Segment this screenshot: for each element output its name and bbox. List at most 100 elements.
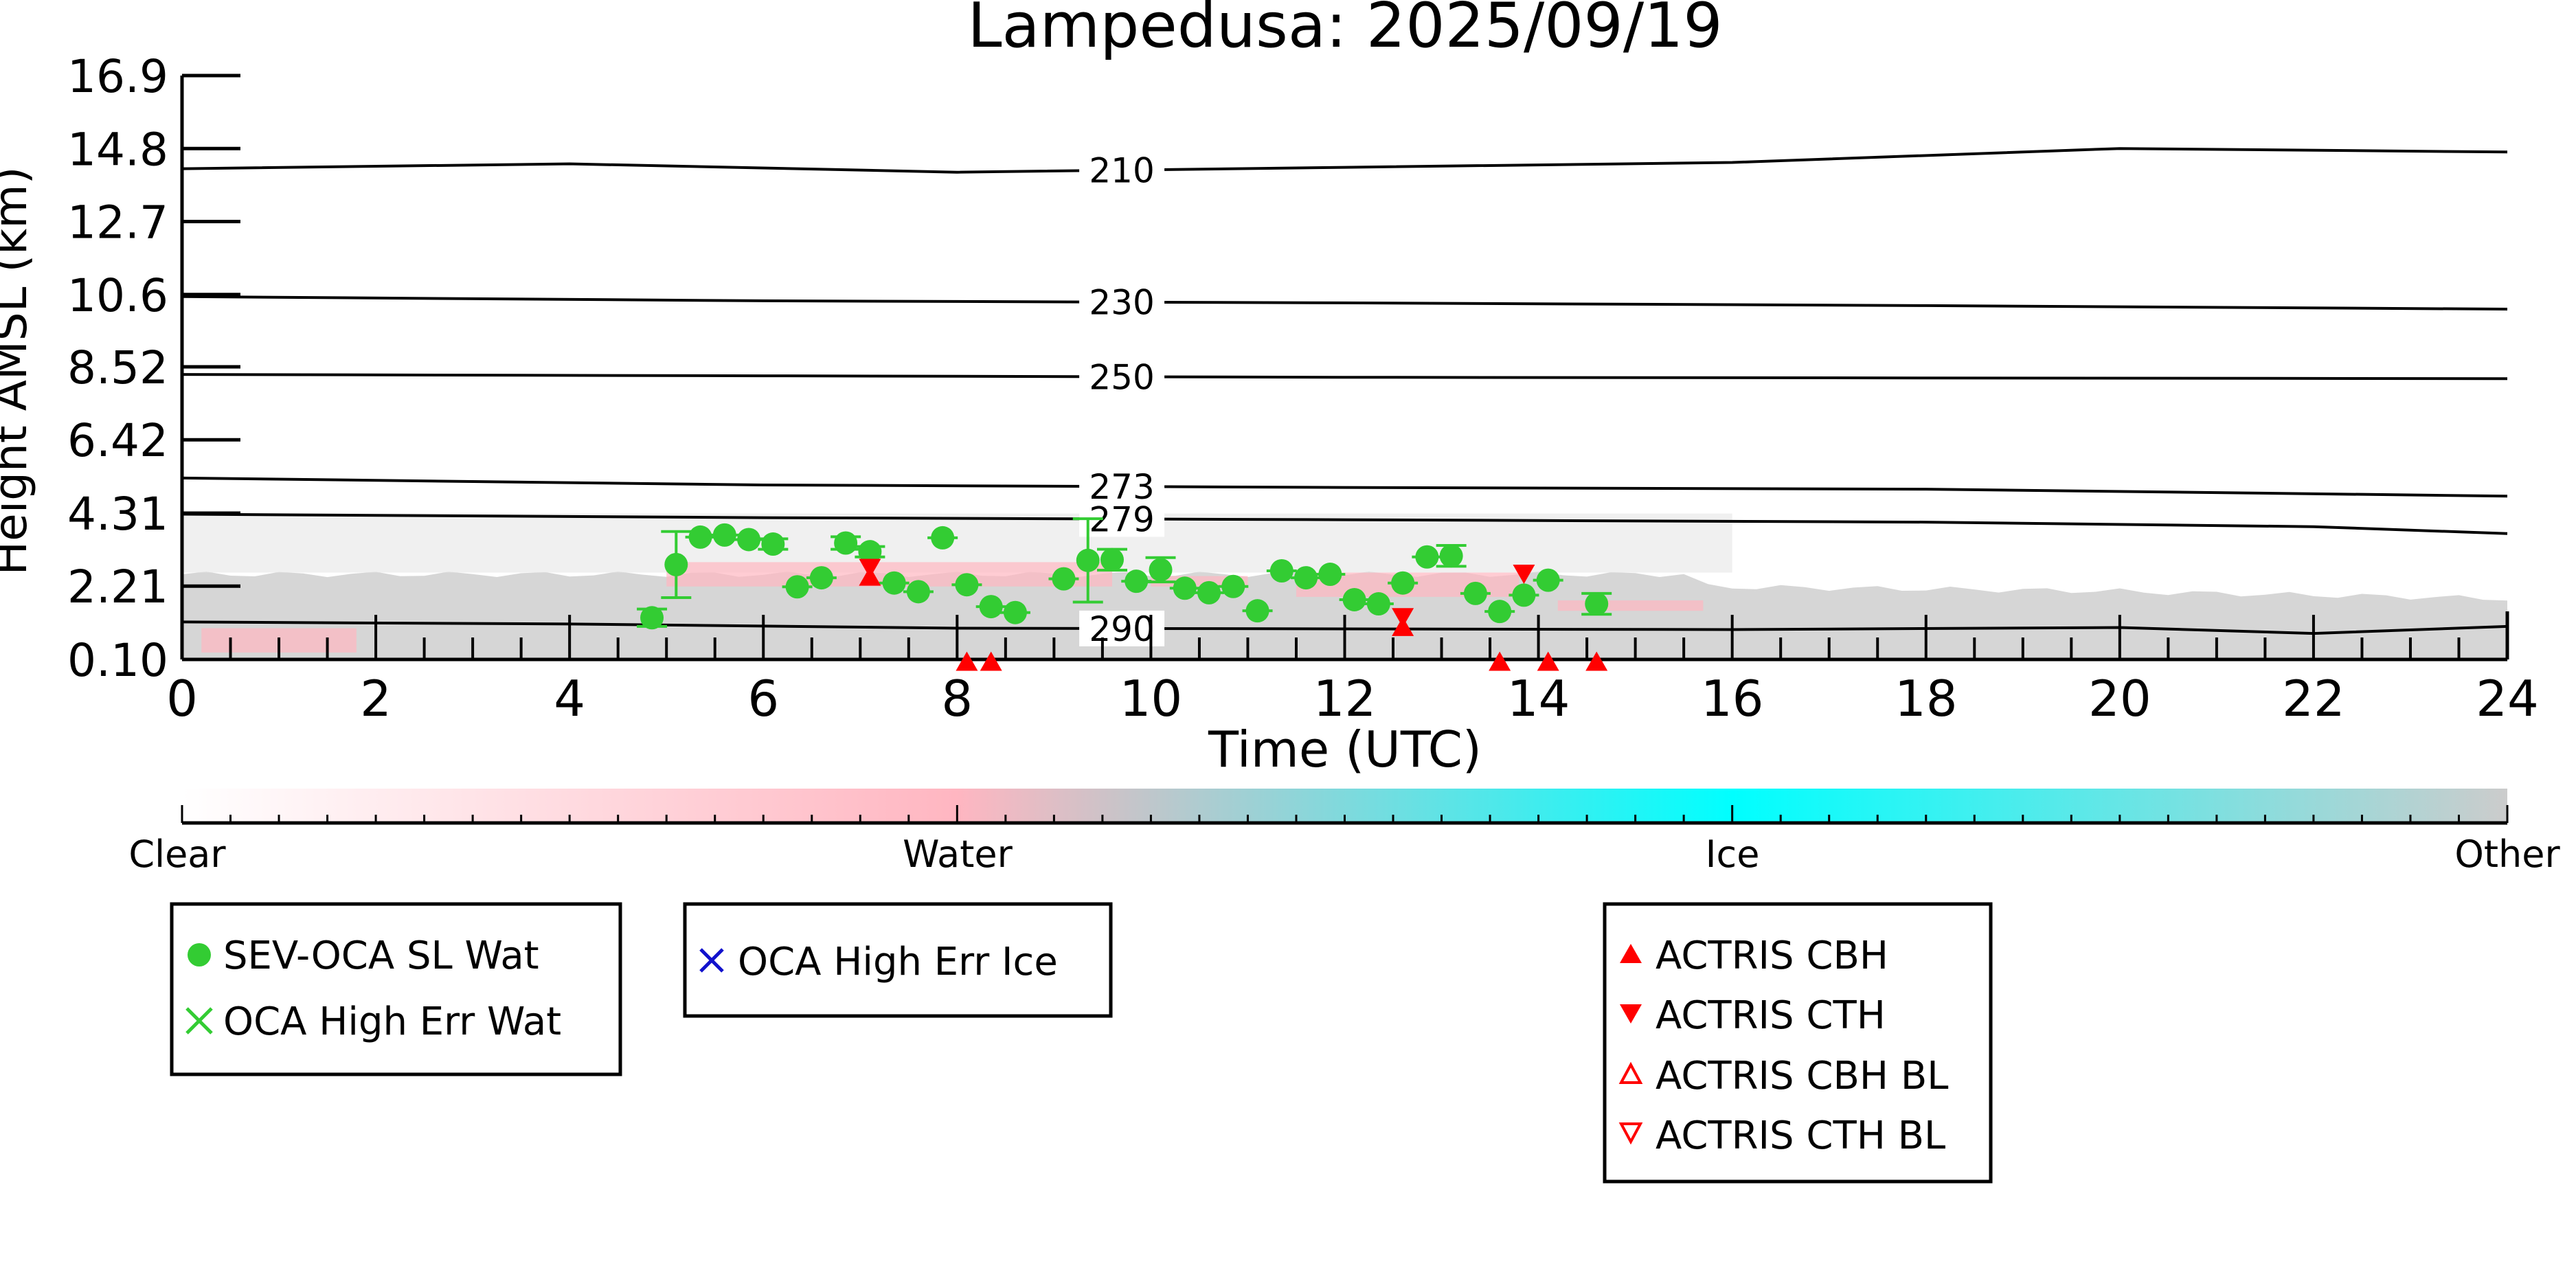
legend-label-actris-cbh: ACTRIS CBH [1656,934,1888,978]
point-sev-oca [858,540,882,564]
x-tick-label: 14 [1507,670,1570,727]
contour-273 [181,476,2508,498]
point-sev-oca [1439,544,1463,568]
point-sev-oca [1318,563,1342,587]
x-tick-label: 24 [2476,670,2539,727]
x-tick-label: 6 [747,670,779,727]
point-actris-cbh [956,651,978,671]
point-sev-oca [809,566,833,590]
legend-marker-sev-oca [188,943,211,967]
point-actris-cbh [1537,651,1559,671]
point-sev-oca [931,526,955,550]
x-tick-label: 0 [166,670,198,727]
y-tick-label: 0.10 [67,634,168,687]
data-markers [637,517,1612,671]
y-tick-label: 14.8 [67,123,168,176]
point-sev-oca [834,531,858,555]
colorbar-label-water: Water [903,833,1013,876]
point-sev-oca [712,523,736,547]
y-tick-label: 10.6 [67,269,168,322]
legend-label-oca-high-err-ice: OCA High Err Ice [738,940,1058,984]
y-tick-label: 8.52 [67,341,168,394]
point-sev-oca [1391,571,1415,595]
point-sev-oca [955,573,979,597]
cloud-mask-water-4 [1557,600,1704,611]
point-sev-oca [1463,581,1487,605]
legend-ice: OCA High Err Ice [683,902,1113,1018]
legend-marker-actris-cbh-bl [1618,1061,1643,1084]
x-tick-label: 22 [2282,670,2345,727]
point-sev-oca [761,532,785,556]
point-actris-cth [1392,608,1414,628]
point-sev-oca [1294,566,1318,590]
point-actris-cbh [1585,651,1608,671]
point-sev-oca [1415,545,1439,569]
point-actris-cth [859,558,881,578]
legend-label-actris-cbh-bl: ACTRIS CBH BL [1656,1054,1948,1098]
point-sev-oca [1173,576,1197,600]
chart-title: Lampedusa: 2025/09/19 [967,0,1722,62]
colorbar-label-ice: Ice [1706,833,1760,876]
x-tick-label: 4 [554,670,585,727]
contour-label-210: 210 [1089,151,1154,191]
point-sev-oca [785,575,809,599]
point-sev-oca [1366,592,1390,616]
contour-230 [181,295,2508,310]
y-tick-label: 2.21 [67,561,168,613]
point-sev-oca [737,528,761,552]
point-sev-oca [640,606,664,630]
x-tick-label: 2 [360,670,392,727]
point-sev-oca [979,595,1003,619]
point-sev-oca [1245,599,1269,623]
contour-label-230: 230 [1089,283,1154,323]
point-sev-oca [1585,592,1609,616]
x-axis: 0 2 4 6 8 10 12 14 16 18 20 22 24 [166,615,2539,727]
point-sev-oca [906,580,930,604]
point-sev-oca [1221,574,1245,598]
contour-279 [181,512,2508,535]
contour-210 [181,147,2508,174]
y-tick-label: 12.7 [67,196,168,249]
legend-marker-oca-high-err-wat [185,1007,213,1035]
point-sev-oca [1003,600,1027,624]
point-sev-oca [1052,567,1076,591]
point-actris-cbh [1489,651,1511,671]
legend-label-actris-cth-bl: ACTRIS CTH BL [1656,1114,1945,1158]
legend-marker-oca-high-err-ice [699,948,724,973]
point-sev-oca [1342,587,1366,611]
point-sev-oca [1197,580,1221,605]
point-sev-oca [1269,558,1293,583]
legend-marker-actris-cth [1620,1004,1642,1024]
point-sev-oca [1149,558,1173,582]
point-sev-oca [1125,569,1149,594]
legend-label-actris-cth: ACTRIS CTH [1656,993,1886,1038]
x-tick-label: 16 [1701,670,1764,727]
y-tick-label: 6.42 [67,414,168,467]
point-actris-cbh [980,651,1002,671]
point-actris-cth [1513,565,1535,585]
legend-actris: ACTRIS CBH ACTRIS CTH ACTRIS CBH BL ACTR… [1603,902,1993,1184]
legend-water: SEV-OCA SL Wat OCA High Err Wat [170,902,622,1076]
legend-label-sev-oca: SEV-OCA SL Wat [223,934,539,978]
x-tick-label: 8 [941,670,973,727]
colorbar-ticks [181,805,2509,825]
point-sev-oca [1100,547,1124,572]
contour-250 [181,373,2508,381]
contour-label-290: 290 [1089,609,1154,649]
colorbar-label-clear: Clear [128,833,226,876]
legend-marker-actris-cbh [1620,944,1642,963]
colorbar-label-other: Other [2454,833,2560,876]
legend-marker-actris-cth-bl [1618,1122,1643,1145]
y-tick-label: 4.31 [67,488,168,541]
contour-label-250: 250 [1089,357,1154,397]
x-tick-label: 10 [1120,670,1183,727]
point-sev-oca [1488,600,1512,624]
point-sev-oca [1536,568,1560,592]
y-axis-label: Height AMSL (km) [0,167,37,576]
x-axis-label: Time (UTC) [1208,721,1482,778]
point-sev-oca [1076,548,1100,572]
x-tick-label: 18 [1895,670,1958,727]
point-sev-oca [688,525,712,549]
